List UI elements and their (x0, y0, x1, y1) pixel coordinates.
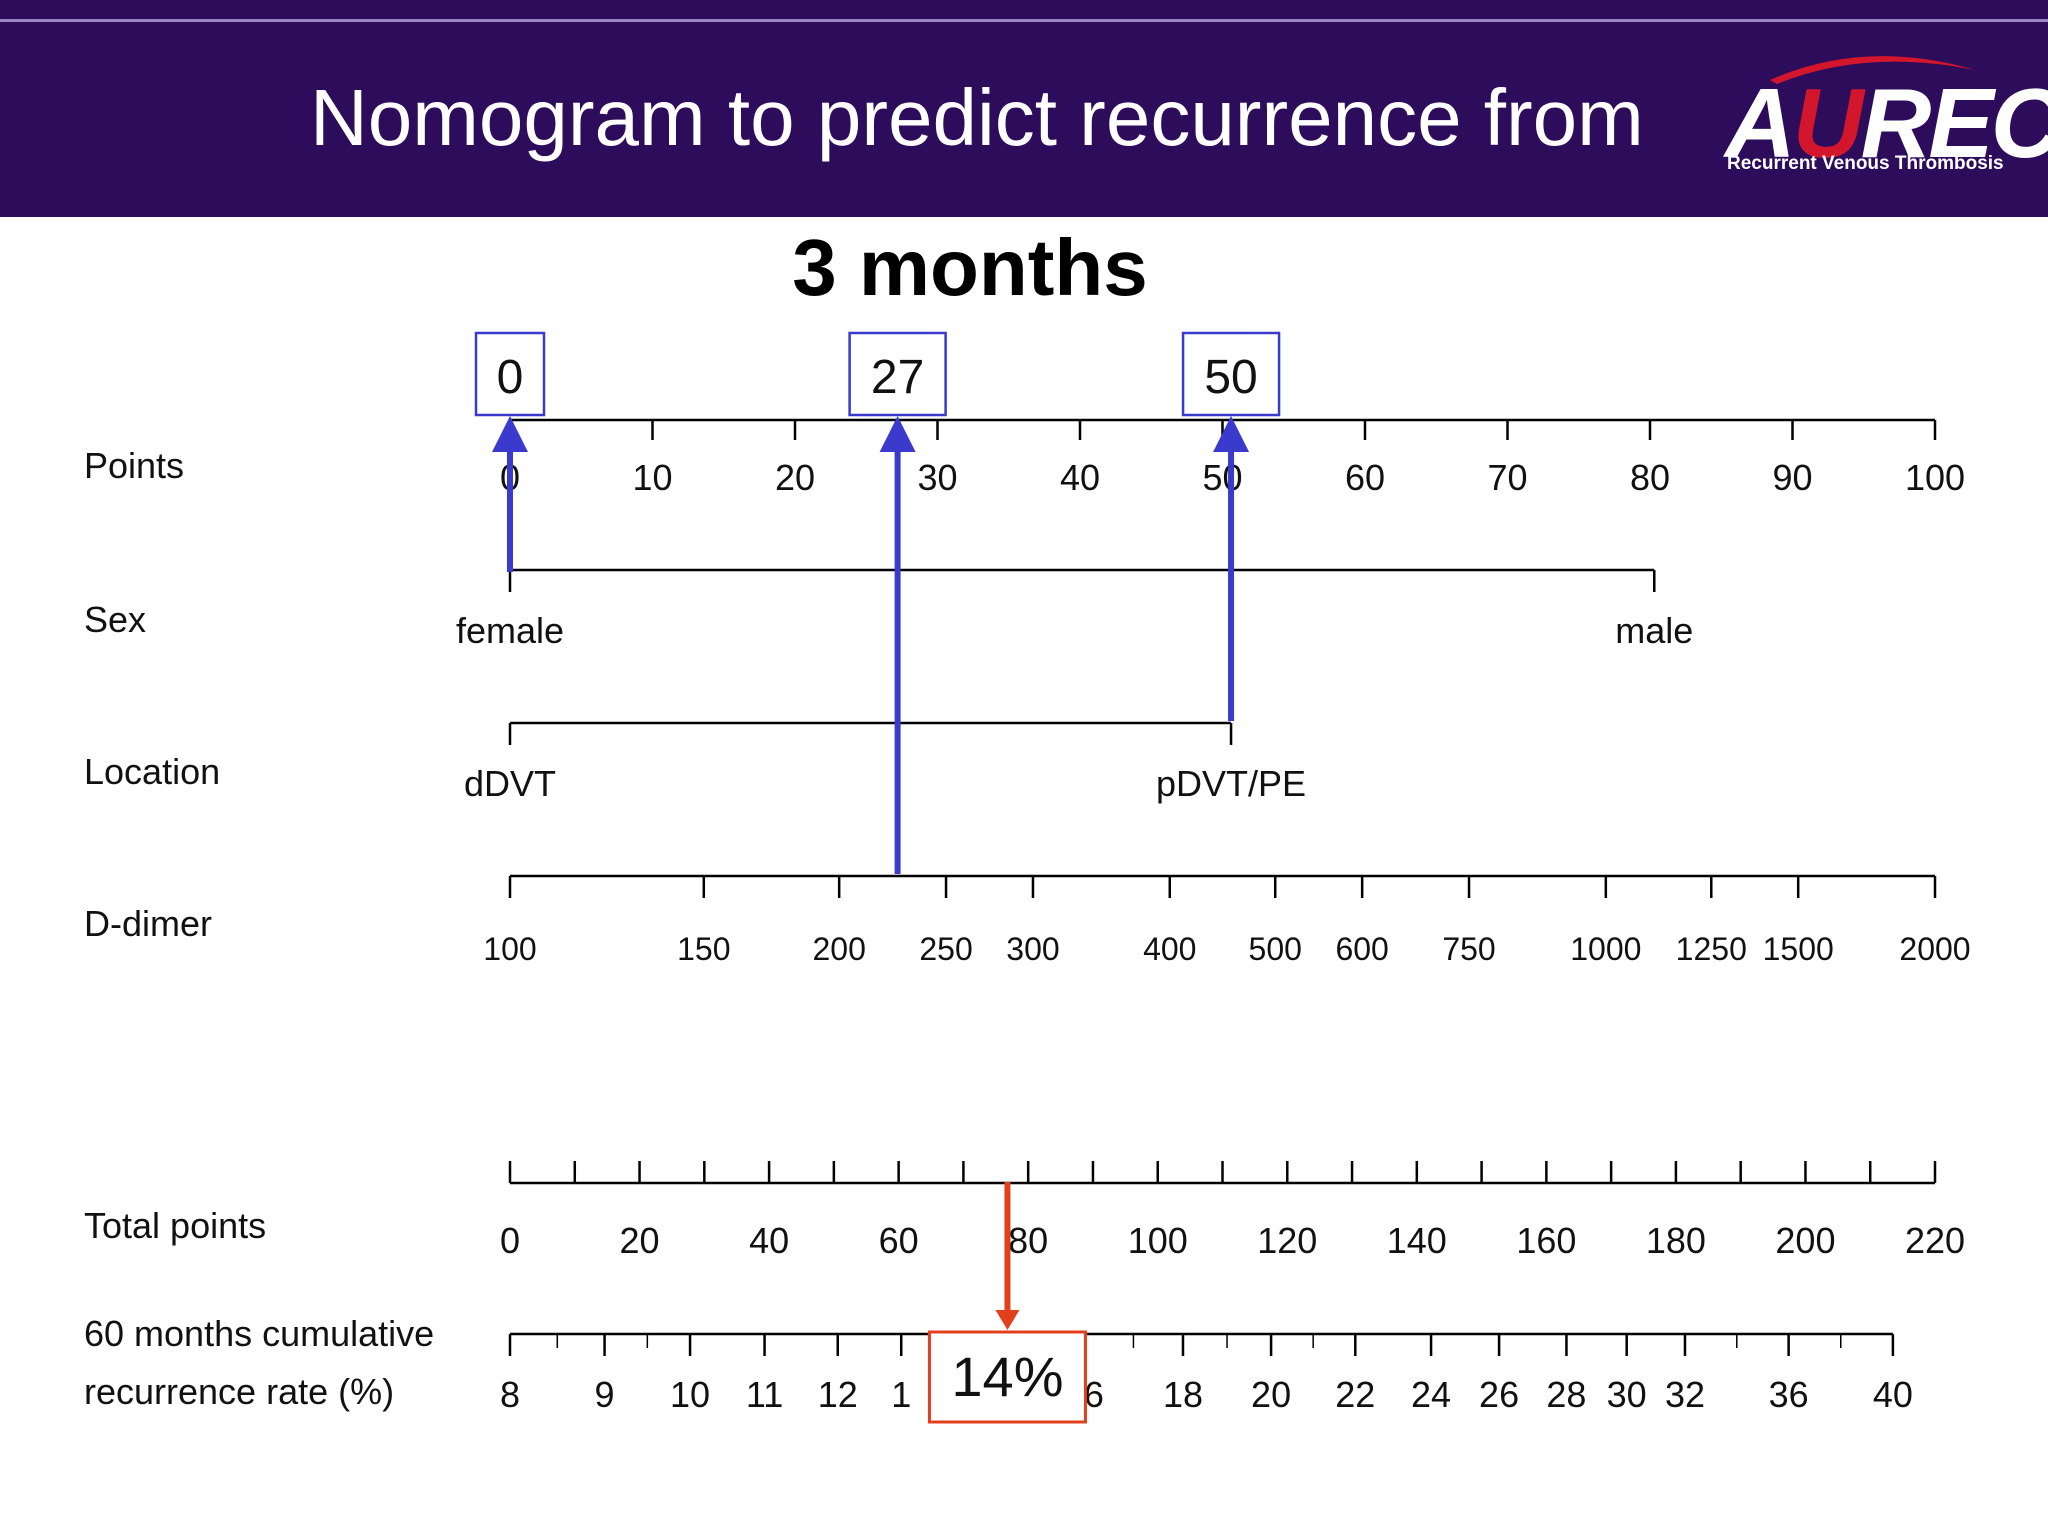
total-tick-label: 220 (1905, 1220, 1965, 1261)
location-level-label: pDVT/PE (1156, 763, 1306, 804)
points-value-label: 0 (497, 351, 524, 404)
rate-tick-label: 20 (1251, 1374, 1291, 1415)
ddimer-tick-label: 300 (1006, 931, 1059, 967)
points-tick-label: 100 (1905, 457, 1965, 498)
ddimer-tick-label: 200 (812, 931, 865, 967)
logo-tagline: Recurrent Venous Thrombosis (1727, 153, 2004, 174)
ddimer-tick-label: 500 (1249, 931, 1302, 967)
location-row-label: Location (84, 751, 220, 792)
ddimer-tick-label: 400 (1143, 931, 1196, 967)
logo-letter: U (1792, 68, 1864, 178)
sex-level-label: female (456, 610, 564, 651)
points-row-label: Points (84, 445, 184, 486)
rate-tick-label: 11 (746, 1374, 783, 1415)
points-tick-label: 20 (775, 457, 815, 498)
recurrence-rate-axis: 8910111211618202224262830323640 (500, 1332, 1913, 1415)
result-marker: 14% (927, 1182, 1087, 1424)
rate-tick-label: 8 (500, 1374, 520, 1415)
rate-tick-label: 10 (670, 1374, 710, 1415)
points-value-label: 27 (871, 351, 924, 404)
rate-tick-label: 18 (1163, 1374, 1203, 1415)
ddimer-tick-label: 150 (677, 931, 730, 967)
total-points-axis: 0 20 40 60 80 100 120 140 160 180 200 220 (500, 1161, 1965, 1261)
total-tick-label: 200 (1775, 1220, 1835, 1261)
rate-tick-label: 22 (1335, 1374, 1375, 1415)
rate-tick-label: 30 (1607, 1374, 1647, 1415)
total-tick-label: 60 (879, 1220, 919, 1261)
header-rule (0, 19, 2048, 22)
total-tick-label: 140 (1387, 1220, 1447, 1261)
logo-letter: A (1725, 68, 1796, 178)
sex-level-label: male (1615, 610, 1693, 651)
sex-row-label: Sex (84, 599, 146, 640)
logo-wordmark: AUREC (1725, 74, 2048, 172)
points-value-box (474, 331, 546, 417)
selection-arrows: 0 27 50 (474, 331, 1281, 874)
sex-axis: female male (456, 568, 1693, 651)
logo-swoosh-icon (1770, 56, 1975, 84)
rate-tick-label: 1 (891, 1374, 911, 1415)
points-tick-label: 50 (1202, 457, 1242, 498)
ddimer-tick-label: 750 (1442, 931, 1495, 967)
ddimer-tick-label: 250 (919, 931, 972, 967)
logo-letter: R (1860, 68, 1932, 178)
points-tick-label: 30 (917, 457, 957, 498)
rate-row-label-line1: 60 months cumulative (84, 1313, 434, 1354)
points-tick-label: 90 (1772, 457, 1812, 498)
slide-title: Nomogram to predict recurrence from (310, 73, 1644, 162)
rate-tick-label: 36 (1769, 1374, 1809, 1415)
points-tick-label: 60 (1345, 457, 1385, 498)
total-tick-label: 160 (1516, 1220, 1576, 1261)
location-axis: dDVT pDVT/PE (464, 721, 1306, 804)
rate-tick-label: 12 (818, 1374, 858, 1415)
rate-tick-label: 28 (1546, 1374, 1586, 1415)
rate-tick-label: 24 (1411, 1374, 1451, 1415)
location-level-label: dDVT (464, 763, 556, 804)
rate-tick-label: 26 (1479, 1374, 1519, 1415)
total-tick-label: 20 (620, 1220, 660, 1261)
points-value-box (848, 331, 947, 417)
ddimer-tick-label: 1000 (1570, 931, 1641, 967)
total-tick-label: 120 (1257, 1220, 1317, 1261)
logo-letter: C (1991, 68, 2048, 178)
result-box (927, 1330, 1087, 1424)
rate-tick-label: 32 (1665, 1374, 1705, 1415)
points-tick-label: 10 (632, 457, 672, 498)
points-tick-label: 80 (1630, 457, 1670, 498)
aurec-logo: AUREC Recurrent Venous Thrombosis (1715, 48, 2048, 183)
points-value-box (1181, 331, 1281, 417)
rate-row-label-line2: recurrence rate (%) (84, 1371, 394, 1412)
points-value-label: 50 (1204, 351, 1257, 404)
points-tick-label: 40 (1060, 457, 1100, 498)
title-bar: Nomogram to predict recurrence from AURE… (0, 0, 2048, 217)
points-tick-label: 70 (1487, 457, 1527, 498)
total-tick-label: 40 (749, 1220, 789, 1261)
ddimer-tick-label: 2000 (1899, 931, 1970, 967)
total-tick-label: 100 (1128, 1220, 1188, 1261)
total-tick-label: 180 (1646, 1220, 1706, 1261)
ddimer-axis: 100 150 200 250 300 400 500 600 750 1000 1250 1500 2… (483, 874, 1971, 967)
ddimer-tick-label: 1250 (1676, 931, 1747, 967)
ddimer-tick-label: 100 (483, 931, 536, 967)
result-arrowhead-icon (995, 1310, 1020, 1330)
ddimer-row-label: D-dimer (84, 903, 212, 944)
logo-letter: E (1928, 68, 1993, 178)
rate-tick-label: 9 (595, 1374, 615, 1415)
total-tick-label: 0 (500, 1220, 520, 1261)
subtitle: 3 months (792, 223, 1148, 312)
rate-tick-label: 40 (1873, 1374, 1913, 1415)
row-labels: Points Sex Location D-dimer Total points… (84, 445, 434, 1412)
ddimer-tick-label: 600 (1335, 931, 1388, 967)
result-label: 14% (951, 1345, 1063, 1408)
ddimer-tick-label: 1500 (1763, 931, 1834, 967)
total-tick-label: 80 (1008, 1220, 1048, 1261)
total-points-row-label: Total points (84, 1205, 266, 1246)
